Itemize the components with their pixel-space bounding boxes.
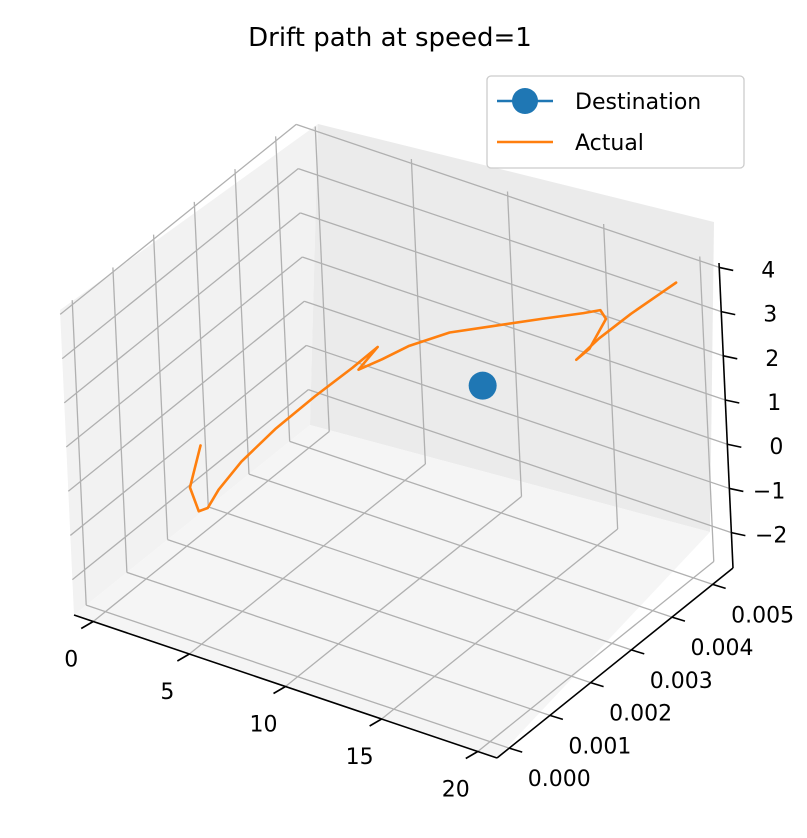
grid-line (295, 123, 720, 269)
x-tick-mark (80, 620, 94, 630)
legend-destination-label: Destination (575, 90, 701, 115)
grid-line (167, 539, 591, 684)
z-tick-mark (719, 266, 734, 272)
grid-line (85, 604, 510, 749)
y-tick-label: 0.004 (690, 636, 753, 661)
z-tick-mark (723, 355, 738, 360)
y-tick-label: 0.003 (650, 669, 713, 694)
grid-line (61, 168, 299, 360)
z-axis-line (718, 262, 734, 569)
y-tick-mark (590, 681, 604, 688)
grid-line (71, 300, 87, 606)
z-tick-mark (725, 399, 740, 404)
grid-line (306, 344, 730, 490)
z-tick-mark (727, 443, 742, 449)
grid-line (410, 158, 427, 465)
grid-line (112, 267, 128, 573)
grid-lines (59, 123, 732, 753)
x-tick-label: 15 (346, 745, 374, 770)
y-tick-mark (549, 714, 564, 721)
grid-line (298, 168, 722, 313)
grid-line (67, 300, 305, 492)
destination-marker (468, 371, 497, 400)
grid-line (275, 136, 291, 442)
x-tick-mark (176, 653, 190, 662)
legend-destination-marker (512, 88, 538, 114)
grid-line (304, 300, 728, 445)
grid-line (152, 234, 169, 540)
grid-line (63, 212, 301, 404)
grid-line (506, 191, 523, 497)
grid-line (193, 201, 209, 507)
grid-line (126, 571, 551, 717)
y-tick-mark (712, 583, 726, 590)
y-tick-mark (508, 747, 523, 753)
chart-title: Drift path at speed=1 (248, 23, 532, 53)
z-tick-label: 1 (767, 391, 781, 416)
grid-line (208, 506, 632, 651)
z-tick-label: 3 (763, 303, 777, 328)
x-tick-label: 20 (442, 778, 470, 803)
z-tick-label: 2 (765, 347, 779, 372)
x-tick-label: 5 (160, 680, 174, 705)
z-tick-mark (729, 487, 744, 493)
y-tick-mark (671, 616, 686, 622)
plot-area (188, 281, 678, 513)
z-tick-label: 0 (769, 435, 783, 460)
grid-line (308, 389, 732, 534)
series-actual-line (188, 281, 678, 513)
x-tick-label: 10 (250, 713, 278, 738)
grid-line (234, 169, 250, 475)
grid-line (699, 256, 715, 562)
grid-line (477, 560, 715, 753)
legend-actual-label: Actual (575, 131, 644, 156)
legend: Destination Actual (486, 75, 745, 169)
grid-line (188, 463, 426, 655)
y-tick-label: 0.000 (528, 767, 591, 792)
y-tick-label: 0.005 (731, 603, 794, 628)
x-tick-mark (369, 718, 383, 727)
x-tick-mark (273, 685, 286, 695)
grid-line (302, 256, 726, 401)
axes (73, 262, 746, 760)
grid-line (59, 123, 297, 315)
grid-line (289, 440, 713, 585)
x-tick-mark (465, 750, 479, 760)
z-tick-label: 4 (761, 258, 775, 283)
z-tick-label: −2 (755, 524, 787, 549)
grid-line (65, 256, 303, 448)
y-tick-mark (631, 649, 645, 655)
grid-line (285, 495, 522, 688)
grid-line (248, 473, 673, 618)
grid-line (300, 212, 724, 357)
grid-line (69, 344, 307, 536)
z-tick-label: −1 (753, 479, 785, 504)
grid-line (602, 223, 619, 530)
grid-line (314, 126, 330, 432)
y-tick-label: 0.002 (609, 702, 672, 727)
grid-line (92, 430, 330, 623)
x-tick-label: 0 (64, 648, 78, 673)
y-axis-line (496, 567, 734, 759)
z-tick-mark (721, 310, 736, 316)
y-tick-label: 0.001 (568, 734, 631, 759)
z-tick-mark (731, 531, 746, 537)
legend-box (486, 75, 745, 169)
grid-line (381, 528, 619, 720)
